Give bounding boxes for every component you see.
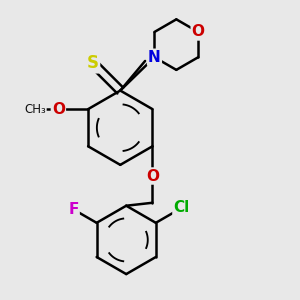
Text: Cl: Cl [173, 200, 190, 215]
Text: O: O [146, 169, 159, 184]
Text: O: O [192, 25, 205, 40]
Text: S: S [87, 54, 99, 72]
Text: O: O [52, 102, 65, 117]
Text: F: F [68, 202, 79, 217]
Text: CH₃: CH₃ [24, 103, 46, 116]
Text: N: N [148, 50, 161, 65]
